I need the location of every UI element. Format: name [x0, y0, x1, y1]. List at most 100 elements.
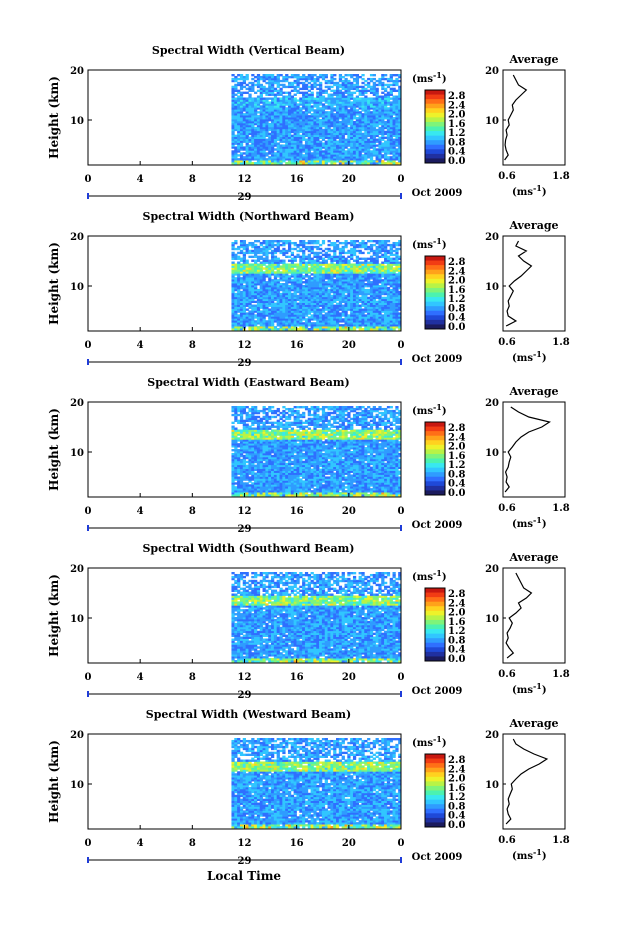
- heatmap-cell: [327, 113, 331, 116]
- heatmap-cell: [386, 316, 391, 319]
- heatmap-cell: [268, 158, 272, 161]
- heatmap-cell: [350, 142, 354, 145]
- heatmap-cell: [302, 138, 306, 141]
- heatmap-cell: [375, 144, 379, 147]
- heatmap-cell: [341, 85, 345, 89]
- heatmap-cell: [259, 318, 263, 321]
- heatmap-cell: [378, 77, 382, 81]
- heatmap-cell: [361, 93, 365, 96]
- heatmap-cell: [352, 148, 357, 151]
- heatmap-cell: [367, 292, 371, 296]
- heatmap-cell: [389, 320, 393, 323]
- heatmap-cell: [310, 138, 314, 141]
- heatmap-cell: [381, 87, 385, 91]
- heatmap-cell: [248, 283, 252, 286]
- heatmap-cell: [367, 113, 371, 116]
- heatmap-cell: [389, 326, 393, 329]
- heatmap-cell: [310, 316, 314, 319]
- heatmap-cell: [389, 243, 393, 247]
- heatmap-cell: [231, 265, 235, 268]
- heatmap-cell: [239, 120, 244, 124]
- heatmap-cell: [372, 83, 376, 87]
- heatmap-cell: [350, 318, 354, 321]
- heatmap-cell: [364, 285, 368, 288]
- heatmap-cell: [384, 99, 388, 102]
- heatmap-cell: [285, 142, 289, 145]
- heatmap-cell: [355, 308, 360, 311]
- heatmap-cell: [398, 120, 402, 124]
- heatmap-cell: [248, 89, 252, 93]
- heatmap-cell: [248, 109, 252, 112]
- heatmap-cell: [392, 241, 396, 245]
- heatmap-cell: [256, 103, 261, 106]
- heatmap-cell: [302, 83, 306, 87]
- heatmap-cell: [364, 91, 368, 94]
- heatmap-cell: [319, 292, 323, 296]
- heatmap-cell: [282, 292, 286, 296]
- heatmap-cell: [254, 152, 258, 155]
- heatmap-cell: [352, 113, 357, 116]
- heatmap-cell: [237, 292, 241, 296]
- heatmap-cell: [268, 283, 272, 286]
- heatmap-cell: [350, 150, 354, 153]
- heatmap-cell: [251, 251, 255, 255]
- heatmap-cell: [307, 142, 311, 145]
- heatmap-cell: [276, 240, 280, 243]
- heatmap-cell: [355, 318, 360, 321]
- heatmap-cell: [268, 156, 272, 159]
- heatmap-cell: [350, 152, 354, 155]
- heatmap-cell: [256, 148, 261, 151]
- heatmap-cell: [327, 119, 331, 122]
- heatmap-cell: [321, 261, 326, 264]
- heatmap-cell: [242, 85, 246, 89]
- heatmap-cell: [386, 257, 391, 260]
- heatmap-cell: [350, 240, 354, 243]
- heatmap-cell: [381, 138, 385, 141]
- heatmap-cell: [293, 275, 297, 278]
- heatmap-cell: [319, 85, 323, 89]
- heatmap-cell: [307, 316, 311, 319]
- heatmap-cell: [251, 146, 255, 149]
- heatmap-cell: [378, 241, 382, 245]
- heatmap-cell: [395, 261, 399, 264]
- heatmap-cell: [358, 138, 362, 141]
- heatmap-cell: [375, 93, 379, 96]
- heatmap-cell: [341, 294, 345, 298]
- heatmap-cell: [355, 326, 360, 329]
- heatmap-cell: [296, 267, 300, 270]
- heatmap-cell: [307, 134, 311, 138]
- heatmap-cell: [313, 146, 317, 149]
- heatmap-cell: [271, 308, 275, 311]
- heatmap-cell: [290, 146, 295, 149]
- heatmap-cell: [341, 324, 345, 327]
- heatmap-cell: [355, 126, 360, 130]
- heatmap-cell: [358, 162, 362, 165]
- heatmap-cell: [239, 111, 244, 114]
- heatmap-cell: [245, 322, 249, 325]
- heatmap-cell: [321, 95, 326, 98]
- heatmap-cell: [248, 298, 252, 302]
- heatmap-cell: [313, 281, 317, 284]
- heatmap-cell: [239, 74, 244, 77]
- heatmap-cell: [304, 302, 309, 305]
- heatmap-cell: [310, 249, 314, 253]
- heatmap-cell: [372, 87, 376, 91]
- heatmap-cell: [259, 130, 263, 134]
- heatmap-cell: [389, 273, 393, 276]
- heatmap-cell: [282, 158, 286, 161]
- heatmap-cell: [378, 95, 382, 98]
- heatmap-cell: [352, 269, 357, 272]
- heatmap-cell: [265, 119, 269, 122]
- heatmap-cell: [279, 113, 283, 116]
- heatmap-cell: [313, 277, 317, 280]
- heatmap-cell: [237, 91, 241, 94]
- heatmap-cell: [336, 81, 340, 85]
- heatmap-cell: [273, 267, 278, 270]
- heatmap-cell: [254, 128, 258, 132]
- heatmap-cell: [299, 292, 303, 296]
- heatmap-cell: [341, 83, 345, 87]
- heatmap-cell: [341, 320, 345, 323]
- heatmap-cell: [285, 275, 289, 278]
- heatmap-cell: [369, 128, 374, 132]
- heatmap-cell: [248, 126, 252, 130]
